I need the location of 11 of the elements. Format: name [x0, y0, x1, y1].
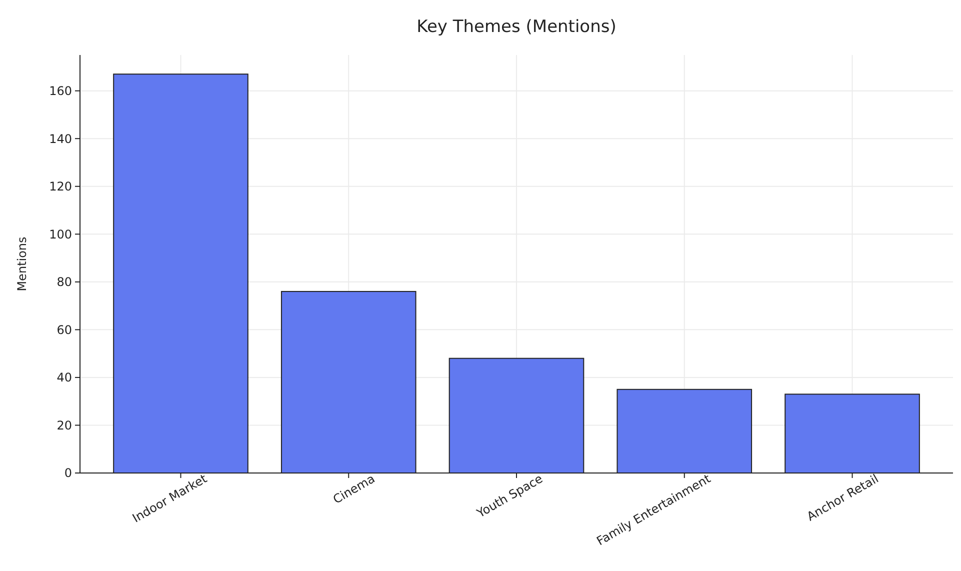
- y-axis-title: Mentions: [15, 236, 29, 292]
- y-tick-label: 100: [49, 227, 72, 242]
- y-tick-label: 60: [56, 322, 72, 337]
- chart-title: Key Themes (Mentions): [416, 17, 616, 37]
- y-tick-label: 140: [49, 132, 72, 146]
- y-tick-label: 160: [49, 84, 72, 98]
- y-tick-label: 120: [49, 180, 72, 194]
- y-tick-label: 0: [64, 466, 72, 480]
- y-tick-label: 20: [56, 418, 72, 432]
- y-tick-label: 40: [56, 370, 72, 385]
- y-tick-label: 80: [56, 275, 72, 290]
